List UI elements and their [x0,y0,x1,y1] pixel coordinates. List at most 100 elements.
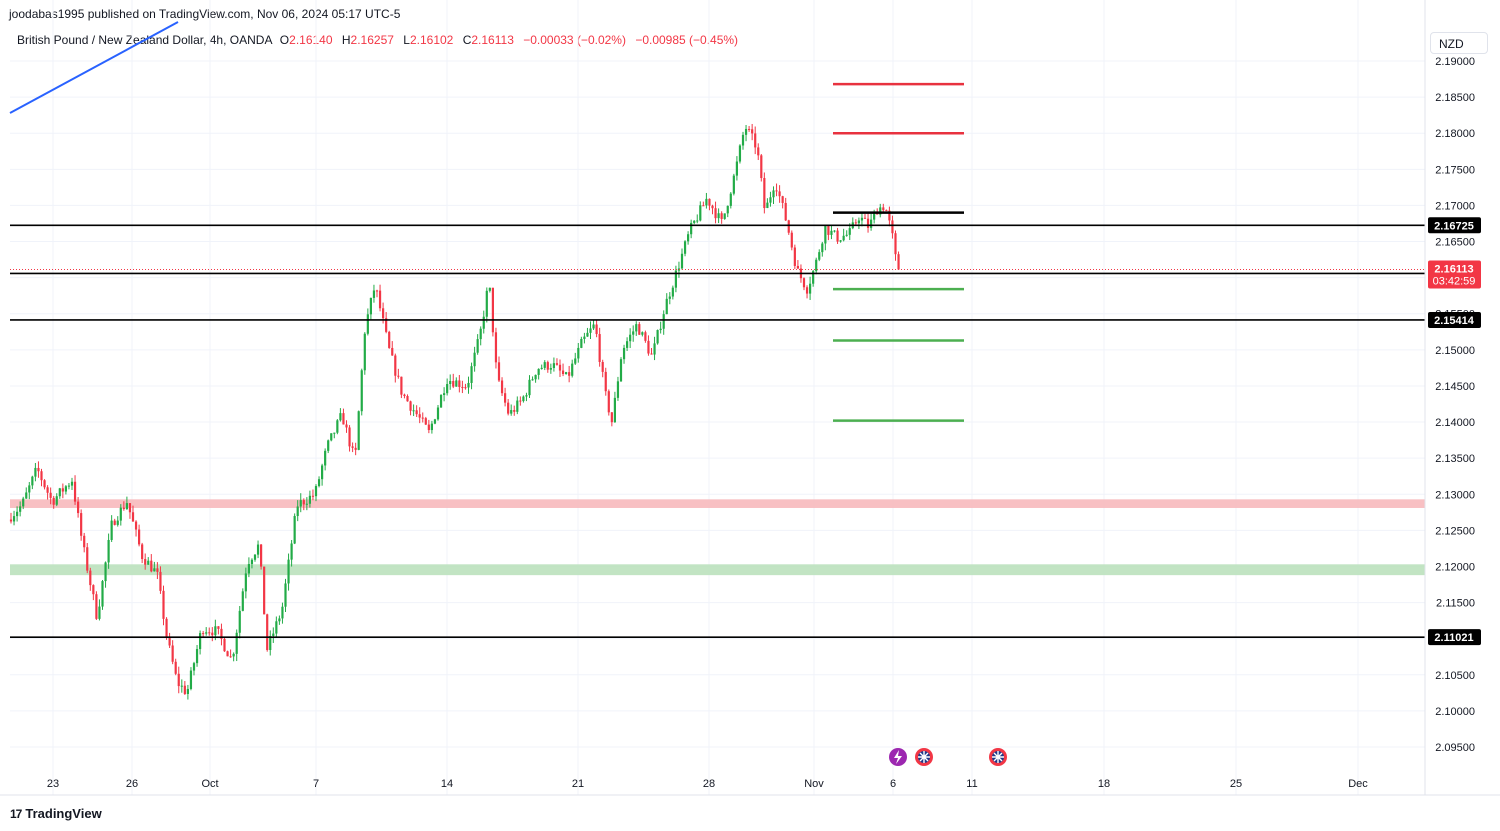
candle-body [138,529,141,545]
candle-body [351,446,354,448]
candle-body [378,290,382,309]
candle-body [22,498,25,507]
candle-body [635,324,638,332]
candle-body [446,384,449,394]
candle-body [366,314,369,334]
candle-body [226,651,229,657]
candle-body [25,492,28,499]
change-value-2: −0.00985 (−0.45%) [635,33,739,47]
candle-body [848,228,851,235]
candle-body [458,380,461,387]
candle-body [89,570,92,586]
price-tick-label: 2.10000 [1435,706,1475,718]
candle-body [845,234,848,236]
candle-body [595,324,598,335]
candle-body [107,539,110,563]
time-axis: 23 26 Oct 7 14 21 28 Nov 6 11 18 25 Dec [47,778,1368,790]
candle-body [375,290,379,292]
zones-layer [10,499,1425,576]
candle-body [131,512,135,522]
candle-body [659,328,662,331]
tradingview-mark-icon: 17 [10,806,22,821]
candle-body [235,632,238,654]
candle-body [833,230,836,232]
candle-body [754,133,757,148]
candle-body [31,476,34,486]
candle-body [287,559,290,584]
candle-body [525,395,528,397]
candle-body [141,544,144,560]
candle-body [818,252,821,260]
candle-body [580,338,583,348]
candle-body [647,340,650,354]
candle-body [531,379,534,381]
candle-body [748,128,751,130]
price-tick-label: 2.14500 [1435,381,1475,393]
candle-body [92,585,95,595]
candle-body [552,363,555,369]
candles-layer [9,123,900,700]
price-tick-label: 2.10500 [1435,670,1475,682]
candle-body [217,626,220,629]
candle-body [296,506,299,517]
candle-body [860,217,864,221]
candle-body [854,222,857,224]
candle-body [485,290,488,317]
candle-body [513,410,516,412]
candle-body [842,235,845,241]
price-tick-label: 2.17000 [1435,200,1475,212]
candle-body [336,420,339,433]
uk-flag-event-icon[interactable] [915,748,933,766]
price-tag [1428,217,1481,234]
candle-body [467,382,470,388]
candle-body [781,196,784,203]
candle-body [168,636,171,646]
candle-body [558,364,562,371]
candle-body [891,220,894,234]
candle-body [28,485,31,493]
candle-body [238,610,241,633]
currency-button[interactable]: NZD [1430,32,1488,54]
candle-body [757,147,760,156]
candle-body [571,363,574,376]
candle-body [504,393,507,403]
candle-body [879,207,882,215]
tradingview-logo[interactable]: 17 TradingView [10,806,102,821]
price-tick-label: 2.17500 [1435,164,1475,176]
candle-body [244,573,247,592]
candle-body [787,220,790,233]
flash-event-icon[interactable] [889,748,907,766]
candle-body [497,362,501,381]
candle-body [546,362,549,370]
candle-body [693,220,696,223]
candle-body [153,568,156,572]
targets-layer [833,82,964,422]
candle-body [574,358,577,364]
candle-body [836,230,839,242]
candle-body [317,479,321,487]
candle-body [827,225,830,235]
candle-body [275,621,278,634]
candle-body [171,645,174,662]
candle-body [220,628,223,639]
candle-body [311,495,315,497]
candle-body [665,298,668,315]
candle-body [412,410,415,412]
candle-body [104,562,107,582]
candle-body [561,370,565,374]
time-tick-label: 26 [126,778,138,790]
last-price-tag [1428,260,1481,289]
candle-body [348,427,351,447]
candle-body [223,638,226,652]
candle-body [763,178,766,209]
candle-body [202,633,205,635]
candle-body [476,339,479,353]
price-tick-label: 2.15000 [1435,345,1475,357]
candle-body [342,413,345,425]
candle-body [385,318,388,332]
candle-body [510,410,513,414]
candle-body [866,218,870,228]
candle-body [205,632,208,634]
uk-flag-event-icon-2[interactable] [989,748,1007,766]
